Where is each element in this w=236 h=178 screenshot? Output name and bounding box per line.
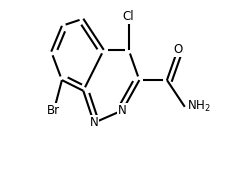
Text: O: O: [173, 43, 182, 56]
Text: Br: Br: [47, 104, 60, 117]
Text: N: N: [118, 104, 127, 117]
Text: NH$_2$: NH$_2$: [186, 99, 210, 114]
Text: N: N: [90, 116, 98, 129]
Text: Cl: Cl: [123, 10, 135, 23]
